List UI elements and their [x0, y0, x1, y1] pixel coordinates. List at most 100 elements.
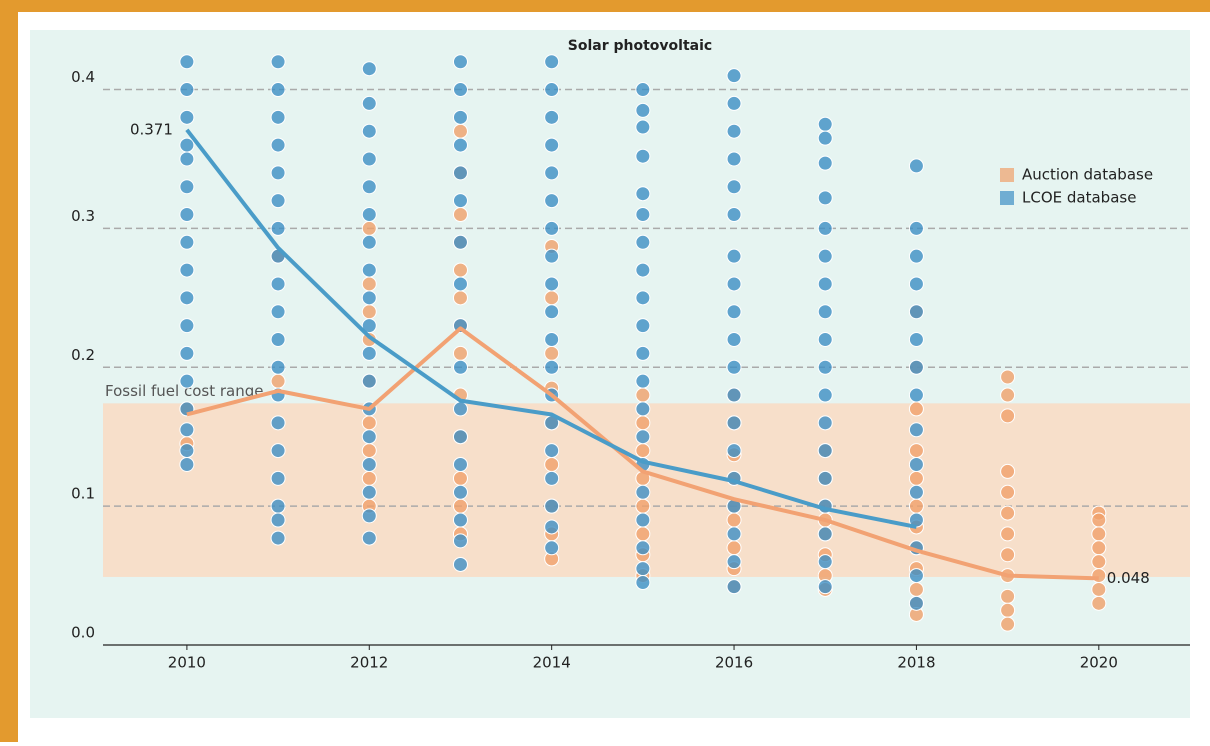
frame-top [0, 0, 1210, 12]
point [726, 443, 742, 459]
point [452, 498, 468, 514]
point [817, 387, 833, 403]
point [726, 151, 742, 167]
point [270, 359, 286, 375]
point [726, 68, 742, 84]
point [908, 304, 924, 320]
point [908, 595, 924, 611]
point [726, 387, 742, 403]
point [635, 443, 651, 459]
point [361, 456, 377, 472]
point [1091, 512, 1107, 528]
point [726, 579, 742, 595]
point [1000, 463, 1016, 479]
point [1091, 526, 1107, 542]
point [270, 415, 286, 431]
point [635, 498, 651, 514]
point [817, 248, 833, 264]
point [726, 304, 742, 320]
point [361, 290, 377, 306]
point [361, 95, 377, 111]
point [179, 137, 195, 153]
point [726, 95, 742, 111]
legend-label: LCOE database [1022, 189, 1136, 207]
point [908, 276, 924, 292]
point [270, 443, 286, 459]
point [1091, 540, 1107, 556]
point [1091, 595, 1107, 611]
point [452, 54, 468, 70]
point [452, 193, 468, 209]
point [179, 290, 195, 306]
point [179, 443, 195, 459]
point [361, 61, 377, 77]
point [361, 220, 377, 236]
point [817, 116, 833, 132]
point [817, 526, 833, 542]
point [452, 456, 468, 472]
point [635, 415, 651, 431]
point [1000, 387, 1016, 403]
point [179, 345, 195, 361]
point [452, 401, 468, 417]
point [179, 373, 195, 389]
point [908, 512, 924, 528]
point [1091, 554, 1107, 570]
y-tick-label: 0.0 [71, 624, 95, 642]
point [544, 109, 560, 125]
point [270, 332, 286, 347]
point [179, 422, 195, 438]
point [817, 332, 833, 347]
point [908, 248, 924, 264]
point [270, 137, 286, 153]
point [817, 220, 833, 236]
point [452, 165, 468, 181]
point [361, 415, 377, 431]
point [179, 54, 195, 70]
point [452, 359, 468, 375]
value-label: 0.371 [130, 120, 173, 138]
point [908, 359, 924, 375]
point [452, 345, 468, 361]
point [544, 498, 560, 514]
point [179, 179, 195, 195]
point [908, 498, 924, 514]
x-tick-label: 2010 [168, 654, 206, 672]
point [908, 220, 924, 236]
point [544, 220, 560, 236]
x-tick-label: 2016 [715, 654, 753, 672]
point [1000, 616, 1016, 632]
point [635, 119, 651, 135]
point [361, 234, 377, 250]
point [179, 456, 195, 472]
value-label: 0.048 [1107, 569, 1150, 587]
point [1091, 581, 1107, 597]
point [270, 512, 286, 528]
point [726, 415, 742, 431]
point [544, 519, 560, 535]
x-tick-label: 2018 [897, 654, 935, 672]
trend-line [186, 326, 1099, 581]
point [1091, 568, 1107, 584]
point [1000, 547, 1016, 563]
point [270, 54, 286, 70]
point [452, 470, 468, 486]
point [361, 373, 377, 389]
x-tick-label: 2020 [1080, 654, 1118, 672]
point [635, 102, 651, 118]
legend-label: Auction database [1022, 166, 1153, 184]
point [908, 422, 924, 438]
point [544, 165, 560, 181]
point [361, 179, 377, 195]
point [179, 151, 195, 167]
point [817, 190, 833, 206]
point [270, 165, 286, 181]
point [544, 54, 560, 70]
point [635, 575, 651, 591]
point [726, 540, 742, 556]
point [635, 526, 651, 542]
trend-line [185, 128, 917, 529]
point [908, 484, 924, 500]
point [270, 470, 286, 486]
point [726, 276, 742, 292]
